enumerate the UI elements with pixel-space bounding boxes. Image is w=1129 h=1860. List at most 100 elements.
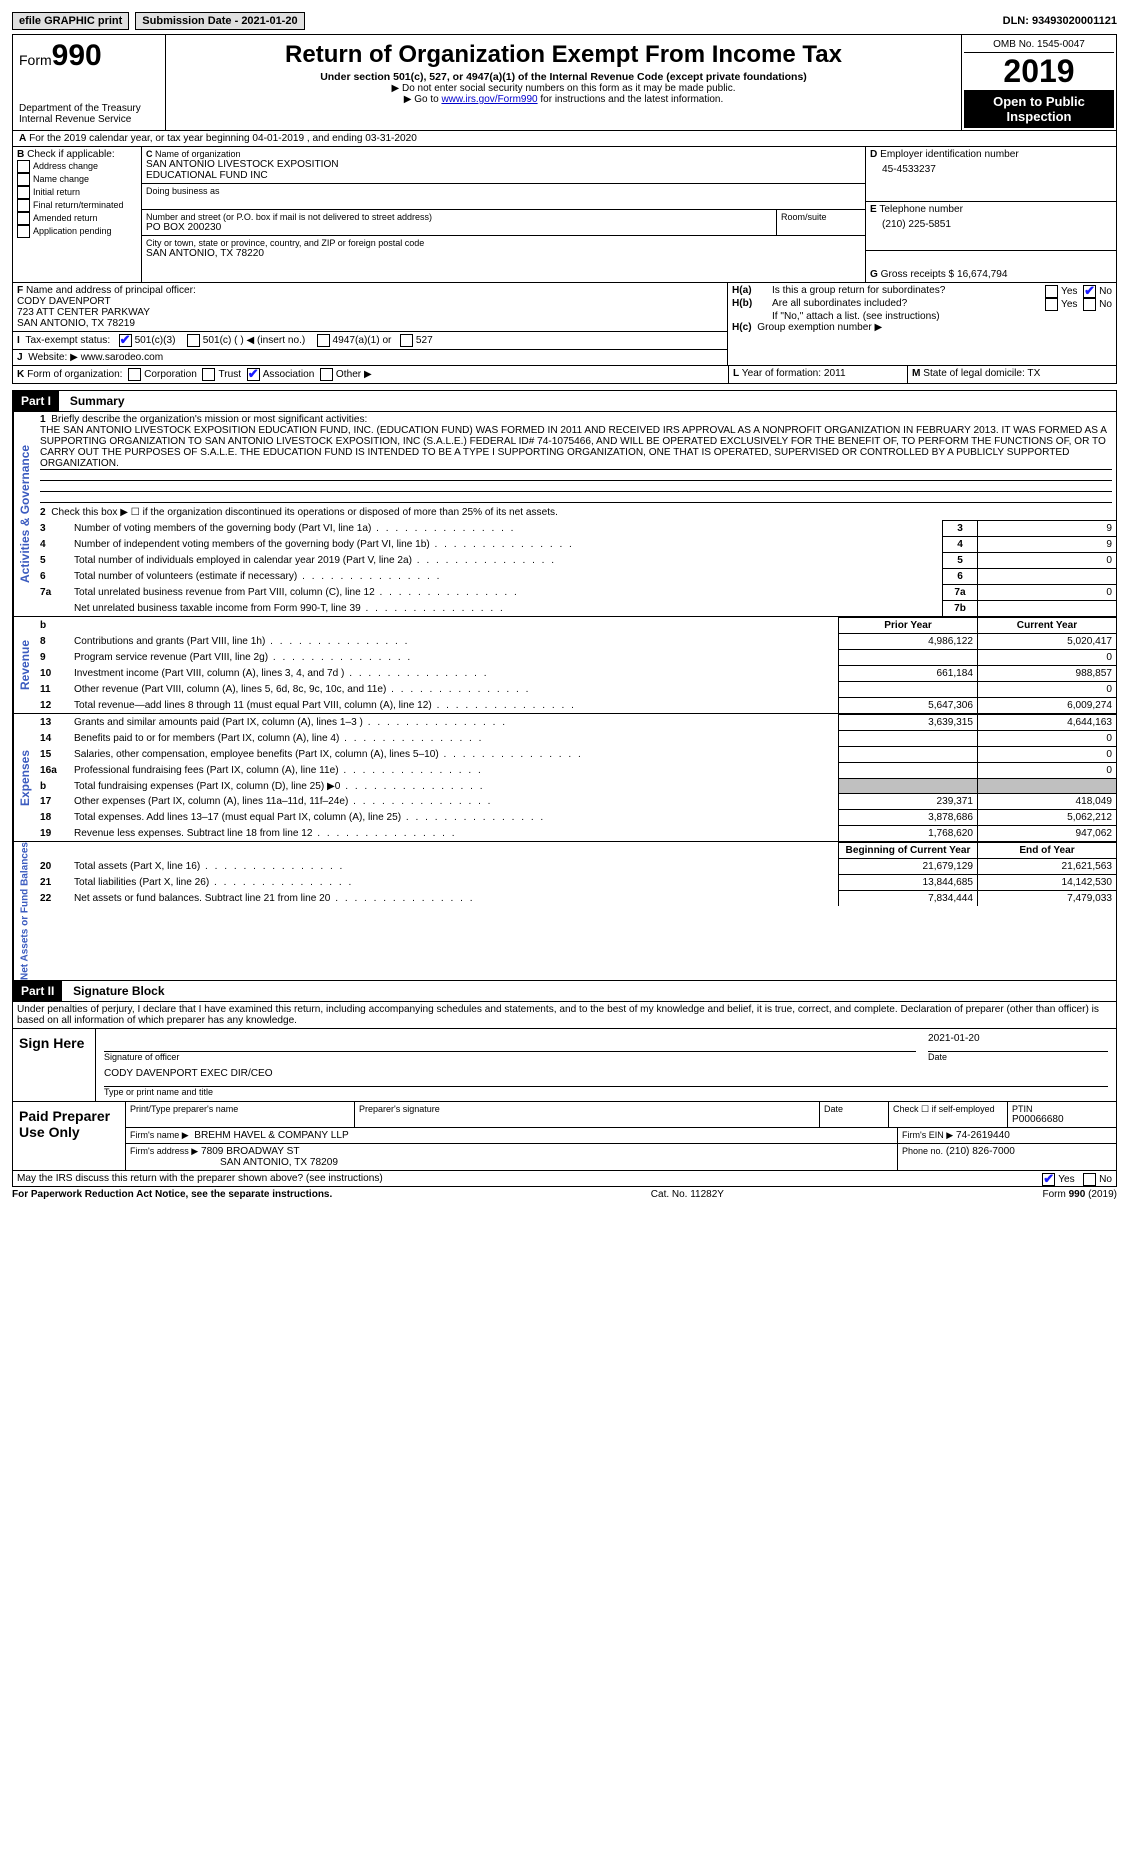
discuss-no-checkbox[interactable] [1083, 1173, 1096, 1186]
sidelabel-rev: Revenue [13, 617, 36, 713]
header-right: OMB No. 1545-0047 2019 Open to Public In… [961, 35, 1116, 130]
i-opt2: 4947(a)(1) or [333, 335, 392, 346]
k-label: Form of organization: [27, 369, 122, 380]
part2-header-bar: Part II Signature Block [12, 981, 1117, 1002]
top-bar: efile GRAPHIC print Submission Date - 20… [12, 12, 1117, 30]
officer-addr2: SAN ANTONIO, TX 78219 [17, 318, 723, 329]
firm-ein-label: Firm's EIN ▶ [902, 1130, 953, 1140]
sig-date-label: Date [928, 1052, 1108, 1062]
i-label: Tax-exempt status: [25, 335, 110, 346]
sidelabel-exp: Expenses [13, 714, 36, 841]
section-j: J Website: ▶ www.sarodeo.com [13, 350, 727, 365]
hc-label: Group exemption number ▶ [757, 322, 882, 333]
fhij-block: F Name and address of principal officer:… [12, 283, 1117, 366]
submission-date: Submission Date - 2021-01-20 [135, 12, 304, 30]
4947-checkbox[interactable] [317, 334, 330, 347]
l-value: 2011 [824, 368, 846, 379]
ptin-label: PTIN [1012, 1104, 1112, 1114]
hb-yes-checkbox[interactable] [1045, 298, 1058, 311]
firm-addr2: SAN ANTONIO, TX 78209 [130, 1157, 338, 1168]
firm-name-label: Firm's name ▶ [130, 1130, 189, 1140]
exp-table: 13Grants and similar amounts paid (Part … [36, 714, 1116, 841]
name-title-val: CODY DAVENPORT EXEC DIR/CEO [104, 1068, 1108, 1087]
dba-label: Doing business as [146, 186, 861, 196]
firm-name: BREHM HAVEL & COMPANY LLP [194, 1130, 348, 1141]
irs-link[interactable]: www.irs.gov/Form990 [441, 94, 537, 105]
prep-date-label: Date [824, 1104, 884, 1114]
hb-note: If "No," attach a list. (see instruction… [732, 311, 1112, 322]
gross-receipts: 16,674,794 [957, 269, 1008, 280]
firm-phone: (210) 826-7000 [946, 1146, 1015, 1157]
k-other-checkbox[interactable] [320, 368, 333, 381]
k-trust-checkbox[interactable] [202, 368, 215, 381]
open-inspection: Open to Public Inspection [964, 90, 1114, 128]
form-header: Form990 Department of the Treasury Inter… [12, 34, 1117, 131]
line-a-text: For the 2019 calendar year, or tax year … [29, 133, 417, 144]
header-left: Form990 Department of the Treasury Inter… [13, 35, 166, 130]
org-address: PO BOX 200230 [146, 222, 772, 233]
j-label: Website: ▶ [28, 352, 78, 363]
501c-checkbox[interactable] [187, 334, 200, 347]
officer-name: CODY DAVENPORT [17, 296, 723, 307]
form-title: Return of Organization Exempt From Incom… [172, 41, 955, 69]
part1-header-bar: Part I Summary [12, 390, 1117, 412]
revenue-block: Revenue bPrior YearCurrent Year8Contribu… [12, 617, 1117, 714]
paid-preparer-label: Paid Preparer Use Only [13, 1102, 126, 1170]
ha-no-checkbox[interactable] [1083, 285, 1096, 298]
hb-no-checkbox[interactable] [1083, 298, 1096, 311]
m-label: State of legal domicile: [923, 368, 1025, 379]
k-opt0: Corporation [144, 369, 197, 380]
c-name-label: Name of organization [155, 149, 241, 159]
expenses-block: Expenses 13Grants and similar amounts pa… [12, 714, 1117, 842]
q2-text: Check this box ▶ ☐ if the organization d… [51, 507, 558, 518]
prep-name-label: Print/Type preparer's name [130, 1104, 350, 1114]
part1-body: Activities & Governance 1 Briefly descri… [12, 412, 1117, 617]
dept-treasury: Department of the Treasury Internal Reve… [19, 103, 159, 125]
section-b: B Check if applicable: Address changeNam… [13, 147, 142, 282]
ha-yes-checkbox[interactable] [1045, 285, 1058, 298]
ha-label: Is this a group return for subordinates? [772, 285, 1002, 298]
527-checkbox[interactable] [400, 334, 413, 347]
part1-title: Summary [62, 394, 125, 408]
dln: DLN: 93493020001121 [1003, 15, 1117, 27]
note2-post: for instructions and the latest informat… [538, 94, 724, 105]
form-ref: Form 990 (2019) [1043, 1189, 1117, 1200]
firm-addr1: 7809 BROADWAY ST [201, 1146, 300, 1157]
ha-no: No [1099, 286, 1112, 297]
i-opt1: 501(c) ( ) ◀ (insert no.) [203, 335, 306, 346]
discuss-text: May the IRS discuss this return with the… [17, 1173, 383, 1184]
pra-notice: For Paperwork Reduction Act Notice, see … [12, 1189, 332, 1200]
officer-sig-line [104, 1033, 916, 1052]
efile-label: efile GRAPHIC print [12, 12, 129, 30]
tax-year: 2019 [964, 53, 1114, 90]
sidelabel-ag: Activities & Governance [13, 412, 36, 616]
k-corp-checkbox[interactable] [128, 368, 141, 381]
omb-no: OMB No. 1545-0047 [964, 37, 1114, 53]
section-l: L Year of formation: 2011 [728, 366, 907, 383]
hb-label: Are all subordinates included? [772, 298, 1002, 311]
page-footer: For Paperwork Reduction Act Notice, see … [12, 1187, 1117, 1200]
netassets-block: Net Assets or Fund Balances Beginning of… [12, 842, 1117, 981]
org-info-block: B Check if applicable: Address changeNam… [12, 147, 1117, 283]
k-opt1: Trust [218, 369, 241, 380]
addr-label: Number and street (or P.O. box if mail i… [146, 212, 772, 222]
self-employed-label: Check ☐ if self-employed [888, 1102, 1007, 1127]
l-label: Year of formation: [742, 368, 821, 379]
section-i: I Tax-exempt status: 501(c)(3) 501(c) ( … [13, 332, 727, 350]
officer-addr1: 723 ATT CENTER PARKWAY [17, 307, 723, 318]
q2: 2 Check this box ▶ ☐ if the organization… [36, 505, 1116, 520]
room-label: Room/suite [781, 212, 861, 222]
e-label: Telephone number [879, 204, 963, 215]
501c3-checkbox[interactable] [119, 334, 132, 347]
header-mid: Return of Organization Exempt From Incom… [166, 35, 961, 130]
i-opt0: 501(c)(3) [135, 335, 176, 346]
discuss-yes-checkbox[interactable] [1042, 1173, 1055, 1186]
section-deg: D Employer identification number 45-4533… [865, 147, 1116, 282]
k-assoc-checkbox[interactable] [247, 368, 260, 381]
ag-table: 3Number of voting members of the governi… [36, 520, 1116, 616]
q1: 1 Briefly describe the organization's mi… [36, 412, 1116, 505]
m-value: TX [1027, 368, 1040, 379]
line-a: A For the 2019 calendar year, or tax yea… [12, 131, 1117, 147]
sign-here-block: Sign Here Signature of officer 2021-01-2… [12, 1029, 1117, 1102]
sign-here-label: Sign Here [13, 1029, 96, 1101]
